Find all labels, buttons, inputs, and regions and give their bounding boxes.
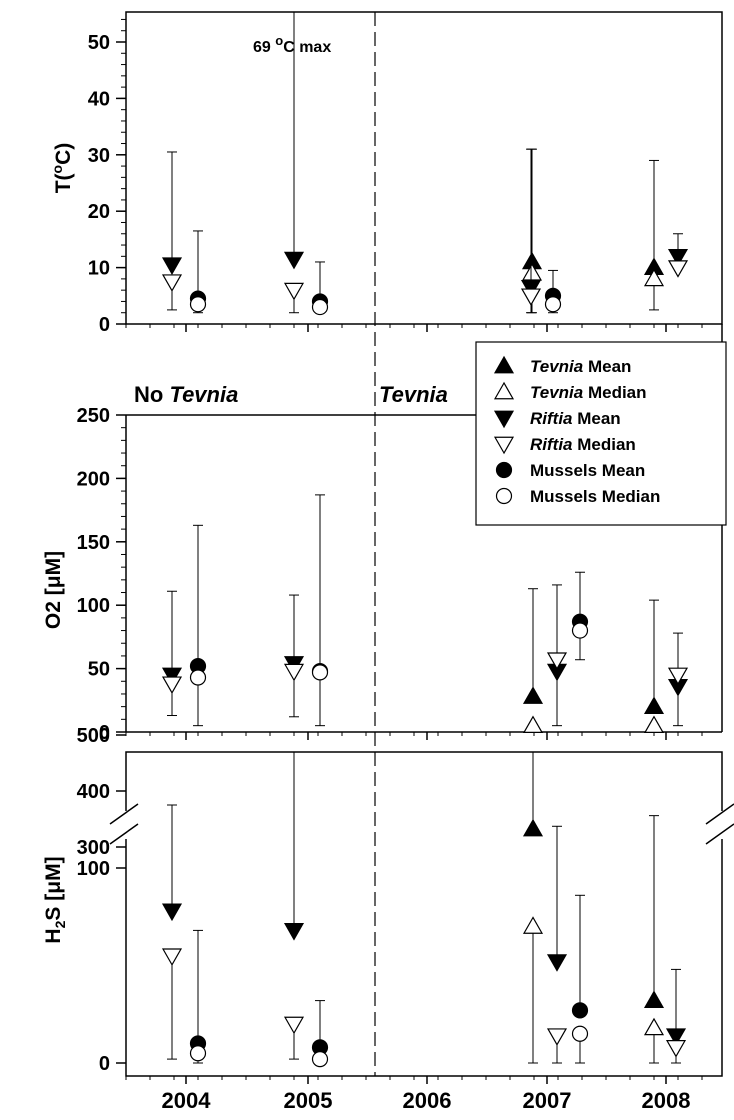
data-point-tevnia-mean [522,818,544,837]
data-point-riftia-median [520,288,542,307]
data-point-tevnia-median [522,916,544,934]
y-tick-label: 100 [77,858,110,880]
data-point-mussels-median [311,1050,329,1068]
data-point-riftia-median [283,1016,305,1035]
data-point-tevnia-mean [643,990,665,1008]
y-axis-title-h2s: H2S [μM] [42,856,68,943]
data-point-riftia-median [283,282,305,301]
data-point-riftia-median [283,663,305,682]
y-tick-label: 400 [77,781,110,803]
max-temperature-annotation: 69 oC max [253,33,331,56]
y-tick-label: 200 [77,468,110,490]
data-point-riftia-median [546,652,568,670]
data-point-mussels-median [571,1025,589,1042]
legend-label: Tevnia Median [530,383,647,402]
y-tick-label: 300 [77,837,110,859]
data-point-riftia-median [161,676,183,695]
data-point-mussels-median [189,1045,207,1062]
panel-frame-h2s [125,751,723,1077]
y-tick-label: 50 [88,659,110,681]
region-label-after: Tevnia [379,382,448,407]
data-point-tevnia-median [643,268,665,287]
y-axis-title-oxygen: O2 [μM] [42,551,65,629]
legend-symbol [495,487,513,505]
legend-label: Mussels Mean [530,461,645,480]
data-point-mussels-median [311,298,329,316]
x-tick-label: 2006 [403,1088,452,1113]
data-point-riftia-median [161,274,183,292]
legend-symbol [495,461,513,479]
y-tick-label: 100 [77,595,110,617]
x-tick-label: 2008 [642,1088,691,1113]
x-tick-label: 2005 [284,1088,333,1113]
data-point-mussels-median [571,622,589,639]
data-point-mussels-median [189,669,207,686]
y-tick-label: 10 [88,258,110,280]
legend-symbol [493,355,515,374]
data-point-riftia-mean [161,257,183,275]
data-point-mussels-median [544,296,562,313]
region-label-before: No Tevnia [134,382,238,407]
panel-frame-temperature [125,11,723,325]
y-tick-label: 20 [88,201,110,223]
data-point-riftia-median [161,948,183,966]
data-point-tevnia-mean [522,686,544,704]
legend-label: Riftia Mean [530,409,621,428]
data-point-riftia-mean [546,954,568,972]
data-point-tevnia-median [643,1017,665,1036]
y-tick-label: 30 [88,145,110,167]
legend-symbol [493,410,515,429]
data-point-riftia-median [546,1028,568,1046]
y-tick-label: 0 [99,314,110,336]
data-point-tevnia-mean [643,696,665,714]
y-tick-label: 0 [99,722,110,744]
legend-symbol [493,436,515,455]
y-tick-label: 500 [77,725,110,747]
y-tick-label: 250 [77,405,110,427]
data-point-riftia-median [665,1040,687,1058]
data-point-mussels-median [189,296,207,313]
data-point-mussels-mean [571,1002,589,1019]
y-tick-label: 150 [77,532,110,554]
data-point-riftia-median [667,667,689,686]
legend-label: Riftia Median [530,435,636,454]
x-tick-label: 2004 [162,1088,212,1113]
data-point-mussels-median [311,664,329,681]
legend-label: Tevnia Mean [530,357,631,376]
axis-break-left [109,803,139,845]
y-axis-title-temperature: T(oC) [49,143,75,194]
data-point-tevnia-median [522,715,544,734]
axis-break-right [705,803,734,845]
y-tick-label: 40 [88,88,110,110]
data-point-tevnia-median [643,715,665,734]
data-point-riftia-median [667,260,689,278]
data-point-riftia-mean [665,1028,687,1046]
y-tick-label: 50 [88,32,110,54]
data-point-riftia-mean [283,923,305,941]
legend-symbol [493,381,515,400]
legend-label: Mussels Median [530,487,660,506]
data-marks [161,12,689,1068]
data-point-riftia-mean [667,248,689,267]
data-point-riftia-mean [161,667,183,686]
x-tick-label: 2007 [523,1088,572,1113]
axis-ticks: 0102030405005010015020025001003004005002… [77,18,703,1113]
legend: Tevnia Mean Tevnia Median Riftia Mean Rifti… [475,341,727,526]
data-point-riftia-mean [283,251,305,270]
data-point-riftia-mean [161,903,183,922]
y-tick-label: 0 [99,1053,110,1075]
